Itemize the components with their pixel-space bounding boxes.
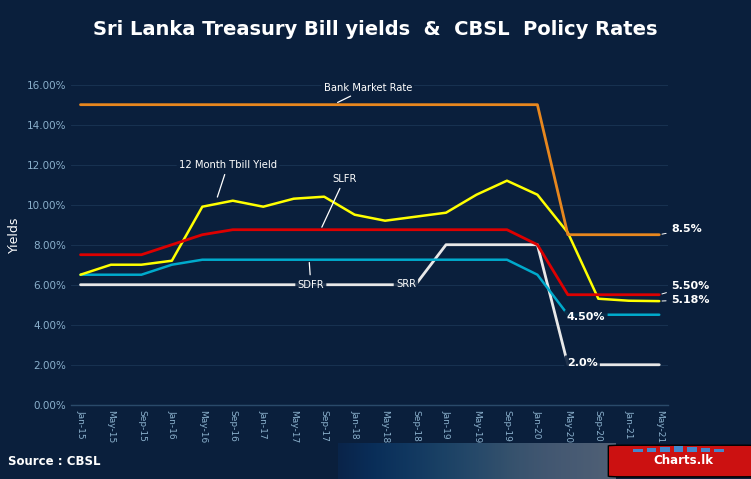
Text: 2.0%: 2.0% xyxy=(567,358,597,368)
Text: SLFR: SLFR xyxy=(322,174,357,227)
Text: 4.50%: 4.50% xyxy=(567,312,605,322)
Text: Source : CBSL: Source : CBSL xyxy=(8,455,100,468)
Text: 5.18%: 5.18% xyxy=(662,295,710,305)
Text: 8.5%: 8.5% xyxy=(662,224,702,234)
Text: SDFR: SDFR xyxy=(297,262,324,290)
Bar xyxy=(674,446,683,452)
Bar xyxy=(633,449,643,452)
Text: Sri Lanka Treasury Bill yields  &  CBSL  Policy Rates: Sri Lanka Treasury Bill yields & CBSL Po… xyxy=(93,21,658,39)
FancyBboxPatch shape xyxy=(608,445,751,477)
Y-axis label: Yields: Yields xyxy=(8,217,22,253)
Text: 5.50%: 5.50% xyxy=(662,281,710,294)
Bar xyxy=(660,447,670,452)
Bar xyxy=(701,448,710,452)
Bar xyxy=(687,446,697,452)
Text: 12 Month Tbill Yield: 12 Month Tbill Yield xyxy=(179,160,277,197)
Text: SRR: SRR xyxy=(396,279,416,289)
Text: Bank Market Rate: Bank Market Rate xyxy=(324,83,412,103)
Bar xyxy=(714,449,724,452)
Text: Charts.lk: Charts.lk xyxy=(653,454,713,467)
Bar xyxy=(647,448,656,452)
